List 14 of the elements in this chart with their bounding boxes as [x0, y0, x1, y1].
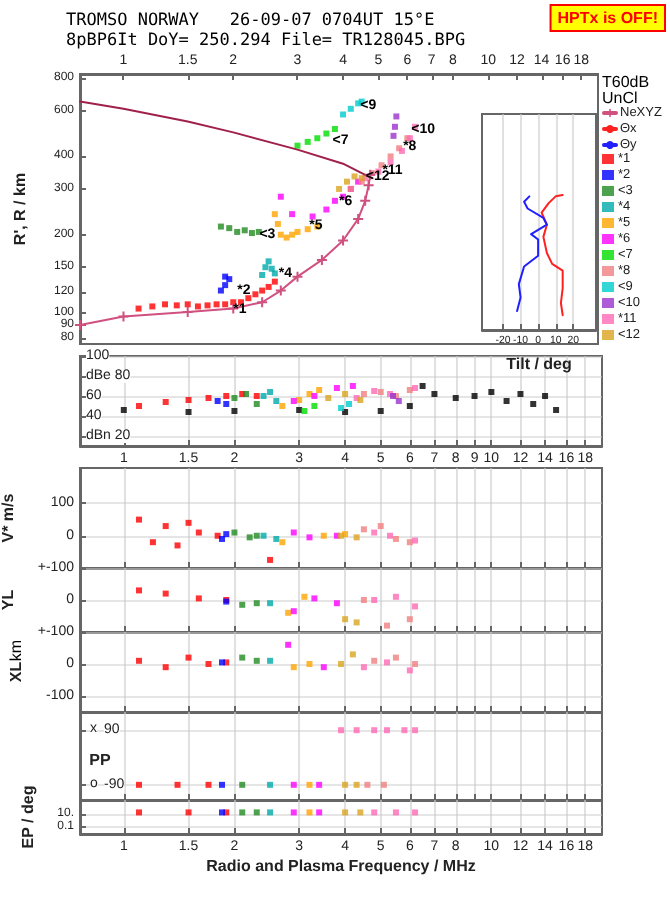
y-axis-title: XL — [7, 661, 26, 683]
text: T60dB — [602, 73, 650, 91]
chart-subtitle: 8pBP6It DoY= 250.294 File= TR128045.BPG — [66, 31, 466, 51]
text: km — [7, 639, 25, 662]
x-axis-title: Radio and Plasma Frequency / MHz — [206, 857, 476, 875]
x-axis-title: Tilt / deg — [506, 354, 572, 373]
text: UnCl — [602, 89, 639, 107]
y-axis-title: PP — [89, 751, 112, 769]
chart-title: TROMSO NORWAY 26-09-07 0704UT 15°E — [66, 11, 435, 31]
y-axis-title: R', R / km — [11, 172, 29, 246]
y-axis-title: V* m/s — [0, 492, 17, 543]
y-axis-title: YL — [0, 589, 17, 611]
y-axis-title: EP / deg — [18, 785, 37, 849]
text: HPTx is OFF! — [557, 9, 659, 27]
